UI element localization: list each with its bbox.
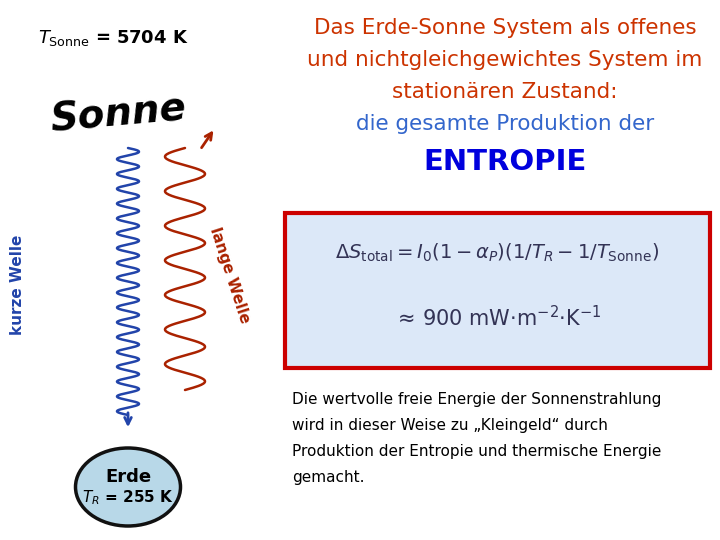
FancyBboxPatch shape (285, 213, 710, 368)
Text: $\Delta S_{\rm total} = \mathit{I}_0(1 - \alpha_P)(1/\mathit{T}_R - 1/\mathit{T}: $\Delta S_{\rm total} = \mathit{I}_0(1 -… (336, 242, 660, 264)
Text: Das Erde-Sonne System als offenes: Das Erde-Sonne System als offenes (314, 18, 696, 38)
Text: und nichtgleichgewichtes System im: und nichtgleichgewichtes System im (307, 50, 703, 70)
Text: gemacht.: gemacht. (292, 470, 364, 485)
Text: Produktion der Entropie und thermische Energie: Produktion der Entropie und thermische E… (292, 444, 662, 459)
Ellipse shape (76, 448, 181, 526)
Text: wird in dieser Weise zu „Kleingeld“ durch: wird in dieser Weise zu „Kleingeld“ durc… (292, 418, 608, 433)
Text: $\approx\, 900\ \rm{mW{\cdot}m^{-2}{\cdot}K^{-1}}$: $\approx\, 900\ \rm{mW{\cdot}m^{-2}{\cdo… (393, 306, 602, 330)
Text: stationären Zustand:: stationären Zustand: (392, 82, 618, 102)
Text: Sonne: Sonne (48, 90, 188, 140)
Text: kurze Welle: kurze Welle (11, 235, 25, 335)
Text: $\mathit{T}_R$ = 255 K: $\mathit{T}_R$ = 255 K (82, 489, 174, 508)
Text: die gesamte Produktion der: die gesamte Produktion der (356, 114, 654, 134)
Text: lange Welle: lange Welle (207, 225, 253, 325)
Text: Die wertvolle freie Energie der Sonnenstrahlung: Die wertvolle freie Energie der Sonnenst… (292, 392, 662, 407)
Text: ENTROPIE: ENTROPIE (423, 148, 587, 176)
Text: Erde: Erde (105, 468, 151, 486)
Text: $\mathit{T}_{\mathrm{Sonne}}$ = 5704 K: $\mathit{T}_{\mathrm{Sonne}}$ = 5704 K (38, 28, 189, 48)
